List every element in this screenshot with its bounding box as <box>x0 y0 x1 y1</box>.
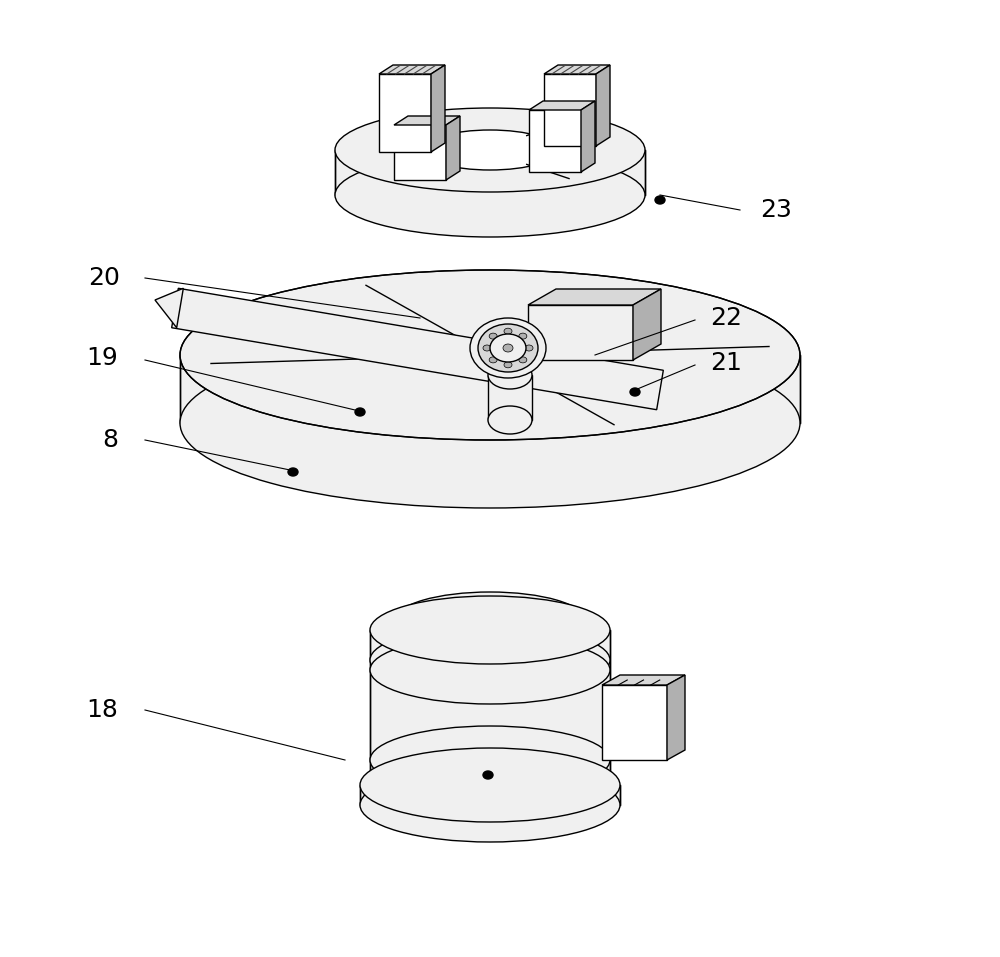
Polygon shape <box>535 287 720 353</box>
Polygon shape <box>180 355 800 423</box>
Polygon shape <box>431 65 445 152</box>
Polygon shape <box>529 110 581 172</box>
Polygon shape <box>633 289 661 360</box>
Text: 21: 21 <box>710 351 742 375</box>
Ellipse shape <box>490 334 526 362</box>
Text: 23: 23 <box>760 198 792 222</box>
Ellipse shape <box>422 130 558 170</box>
Ellipse shape <box>525 345 533 351</box>
Text: 22: 22 <box>710 306 742 330</box>
Polygon shape <box>602 675 685 685</box>
Polygon shape <box>394 116 460 125</box>
Ellipse shape <box>655 196 665 204</box>
Ellipse shape <box>370 636 610 704</box>
Polygon shape <box>602 685 667 760</box>
Ellipse shape <box>360 748 620 822</box>
Polygon shape <box>155 288 183 327</box>
Ellipse shape <box>370 751 610 819</box>
Polygon shape <box>596 65 610 146</box>
Ellipse shape <box>360 768 620 842</box>
Ellipse shape <box>489 357 497 363</box>
Text: 18: 18 <box>86 698 118 722</box>
Polygon shape <box>528 305 633 360</box>
Ellipse shape <box>483 771 493 779</box>
Text: 20: 20 <box>88 266 120 290</box>
Polygon shape <box>446 116 460 180</box>
Ellipse shape <box>630 388 640 396</box>
Text: 8: 8 <box>102 428 118 452</box>
Polygon shape <box>335 150 645 195</box>
Ellipse shape <box>180 270 800 440</box>
Polygon shape <box>394 125 446 180</box>
Ellipse shape <box>504 328 512 334</box>
Polygon shape <box>220 357 405 423</box>
Polygon shape <box>379 65 445 74</box>
Polygon shape <box>379 74 431 152</box>
Polygon shape <box>581 101 595 172</box>
Ellipse shape <box>503 344 513 352</box>
Polygon shape <box>544 65 610 74</box>
Ellipse shape <box>488 361 532 389</box>
Ellipse shape <box>483 345 491 351</box>
Ellipse shape <box>478 324 538 372</box>
Polygon shape <box>544 74 596 146</box>
Polygon shape <box>395 620 585 675</box>
Ellipse shape <box>470 318 546 378</box>
Ellipse shape <box>288 468 298 476</box>
Polygon shape <box>172 288 663 410</box>
Ellipse shape <box>489 333 497 339</box>
Ellipse shape <box>370 726 610 794</box>
Polygon shape <box>220 287 405 353</box>
Ellipse shape <box>355 408 365 416</box>
Ellipse shape <box>335 108 645 192</box>
Polygon shape <box>488 375 532 420</box>
Polygon shape <box>370 630 610 785</box>
Ellipse shape <box>488 406 532 434</box>
Polygon shape <box>529 101 595 110</box>
Ellipse shape <box>370 596 610 664</box>
Polygon shape <box>528 289 661 305</box>
Polygon shape <box>360 785 620 805</box>
Ellipse shape <box>180 338 800 508</box>
Ellipse shape <box>395 647 585 703</box>
Ellipse shape <box>395 592 585 648</box>
Polygon shape <box>667 675 685 760</box>
Ellipse shape <box>519 333 527 339</box>
Polygon shape <box>535 357 720 423</box>
Ellipse shape <box>335 153 645 237</box>
Text: 19: 19 <box>86 346 118 370</box>
Ellipse shape <box>370 626 610 694</box>
Ellipse shape <box>504 362 512 367</box>
Ellipse shape <box>519 357 527 363</box>
